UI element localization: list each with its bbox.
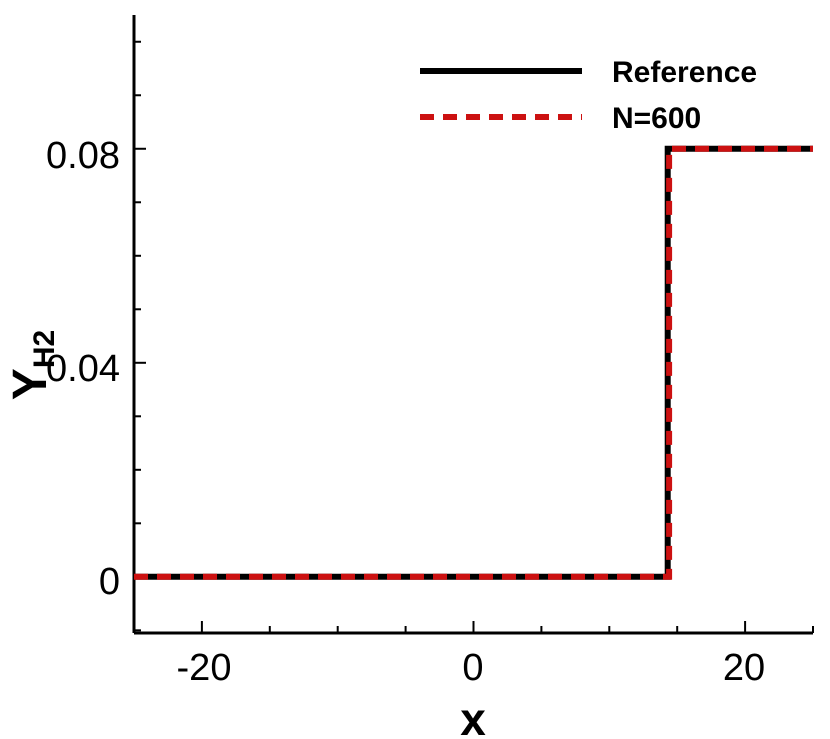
series-line-reference [134, 145, 813, 580]
x-tick-label-3: 20 [723, 647, 765, 689]
y-axis-title: YH2 [4, 330, 61, 400]
series-lines [134, 145, 813, 580]
x-tick-label-2: 0 [462, 647, 483, 689]
legend-label-n600: N=600 [612, 102, 701, 135]
y-axis-title-subscript: H2 [28, 330, 61, 368]
axes [132, 15, 814, 635]
y-tick-label-1: 0 [99, 561, 120, 603]
legend: Reference N=600 [420, 56, 757, 135]
legend-label-reference: Reference [612, 56, 757, 89]
y-tick-label-3: 0.08 [46, 135, 120, 177]
y-tick-label-2: 0.04 [46, 348, 120, 390]
y-axis-title-main: Y [4, 368, 57, 400]
series-line-n600 [134, 145, 813, 580]
svg-text:YH2: YH2 [4, 330, 61, 400]
x-axis-title: x [460, 693, 486, 739]
x-tick-label-1: -20 [177, 647, 232, 689]
